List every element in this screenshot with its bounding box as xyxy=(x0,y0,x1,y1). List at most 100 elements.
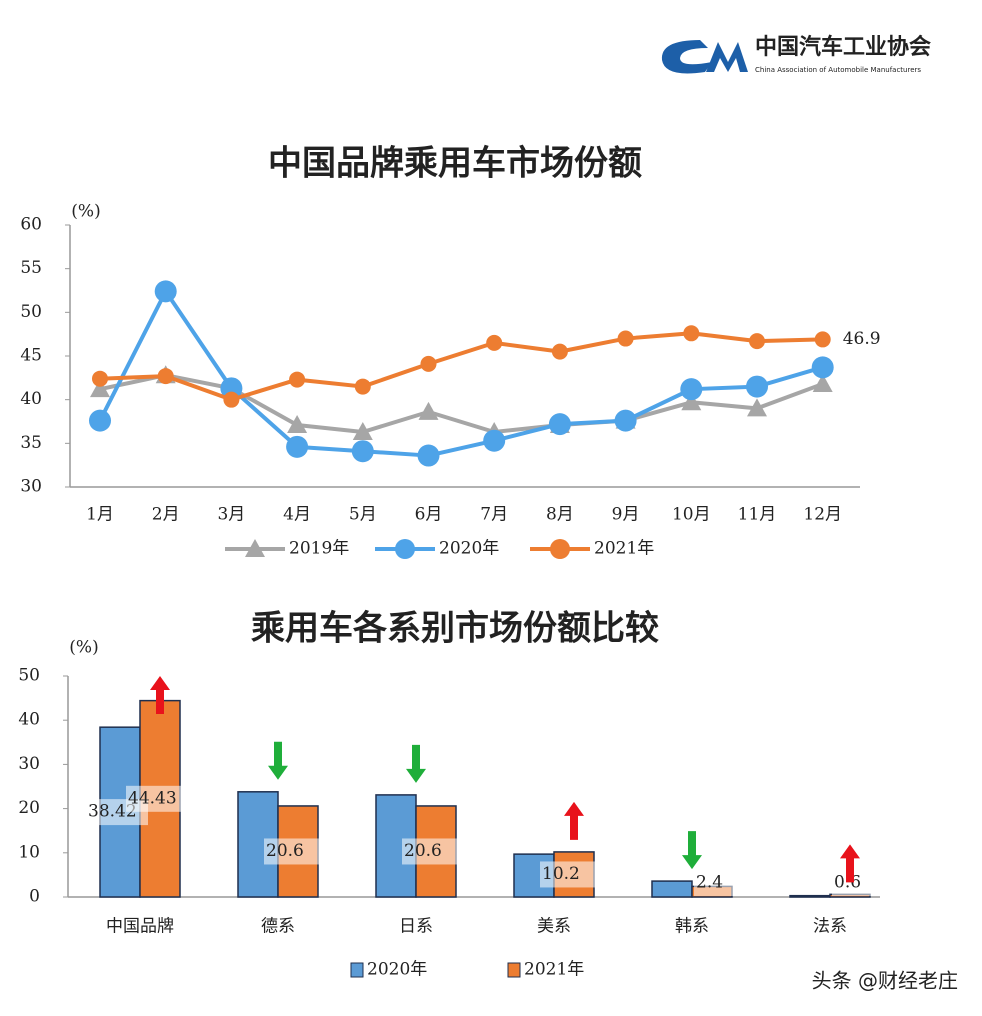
logo: 中国汽车工业协会 China Association of Automobile… xyxy=(661,34,931,74)
marker xyxy=(747,398,767,417)
trend-arrow xyxy=(840,844,860,883)
marker xyxy=(157,368,174,385)
marker xyxy=(92,370,108,387)
logo-mark xyxy=(661,40,712,74)
legend-label: 2019年 xyxy=(289,539,349,559)
legend-label: 2021年 xyxy=(524,960,584,980)
value-label: 46.9 xyxy=(843,329,881,349)
value-label: 0.6 xyxy=(834,873,861,893)
series-line xyxy=(99,373,824,434)
x-tick-label: 韩系 xyxy=(675,917,709,937)
marker xyxy=(680,378,703,401)
marker xyxy=(683,325,700,342)
x-tick-label: 3月 xyxy=(217,505,245,525)
logo-subtitle: China Association of Automobile Manufact… xyxy=(755,66,921,74)
marker xyxy=(420,355,437,372)
marker xyxy=(814,331,831,348)
y-tick-label: 0 xyxy=(29,887,40,907)
value-label: 2.4 xyxy=(696,873,723,893)
legend-label: 2021年 xyxy=(594,539,654,559)
chart-title: 乘用车各系别市场份额比较 xyxy=(251,609,659,649)
trend-arrow xyxy=(682,831,702,870)
x-tick-label: 12月 xyxy=(803,505,842,525)
marker xyxy=(483,429,506,452)
legend-marker xyxy=(550,539,570,559)
marker xyxy=(681,392,702,411)
bar xyxy=(789,894,831,898)
value-label: 20.6 xyxy=(404,841,442,861)
x-tick-label: 8月 xyxy=(546,505,574,525)
x-tick-label: 6月 xyxy=(415,505,443,525)
y-tick-label: 40 xyxy=(18,710,40,730)
label-bg xyxy=(402,838,464,865)
label-bg xyxy=(694,870,756,896)
y-tick-label: 45 xyxy=(20,346,42,366)
marker xyxy=(289,371,306,388)
x-tick-label: 日系 xyxy=(399,917,433,937)
chart-title: 中国品牌乘用车市场份额 xyxy=(268,144,642,184)
x-tick-label: 法系 xyxy=(813,917,847,937)
marker xyxy=(154,280,177,303)
x-tick-label: 美系 xyxy=(537,917,571,937)
legend-label: 2020年 xyxy=(439,539,499,559)
credit: 头条 @财经老庄 xyxy=(812,969,958,993)
marker xyxy=(746,375,768,398)
trend-arrow xyxy=(406,744,426,783)
marker xyxy=(287,414,308,433)
marker xyxy=(89,409,111,432)
marker xyxy=(223,391,240,408)
y-tick-label: 40 xyxy=(20,389,42,409)
value-label: 38.42 xyxy=(88,802,137,822)
value-label: 20.6 xyxy=(266,841,304,861)
label-bg xyxy=(126,785,188,812)
trend-arrow xyxy=(268,741,288,780)
marker xyxy=(811,356,834,379)
marker xyxy=(352,421,373,440)
logo-mark xyxy=(706,42,748,72)
marker xyxy=(614,409,637,432)
value-label: 44.43 xyxy=(128,788,177,808)
marker xyxy=(351,440,374,463)
y-tick-label: 10 xyxy=(18,842,40,862)
y-tick-label: 50 xyxy=(18,666,40,686)
label-bg xyxy=(264,838,326,865)
marker xyxy=(617,330,634,347)
marker xyxy=(417,444,440,467)
y-tick-label: 60 xyxy=(20,215,42,235)
trend-arrow xyxy=(564,801,584,840)
x-tick-label: 2月 xyxy=(152,505,180,525)
marker xyxy=(749,333,765,350)
y-axis-label: (%) xyxy=(69,638,98,658)
legend-marker xyxy=(245,539,265,557)
marker xyxy=(354,378,371,395)
legend-swatch xyxy=(350,962,364,978)
value-label: 10.2 xyxy=(542,864,580,884)
x-tick-label: 10月 xyxy=(672,505,711,525)
legend-marker xyxy=(395,539,415,559)
label-bg xyxy=(832,870,894,896)
x-tick-label: 4月 xyxy=(283,505,311,525)
legend-swatch xyxy=(507,962,521,978)
marker xyxy=(812,373,833,392)
marker xyxy=(486,334,503,351)
bar xyxy=(651,880,693,898)
label-bg xyxy=(540,861,602,888)
trend-arrow xyxy=(150,676,170,714)
y-tick-label: 30 xyxy=(20,477,42,497)
x-tick-label: 1月 xyxy=(86,505,114,525)
y-tick-label: 20 xyxy=(18,798,40,818)
x-tick-label: 德系 xyxy=(261,917,295,937)
x-tick-label: 9月 xyxy=(612,505,640,525)
y-tick-label: 50 xyxy=(20,302,42,322)
bar xyxy=(513,853,555,898)
legend-label: 2020年 xyxy=(367,960,427,980)
y-tick-label: 35 xyxy=(20,433,42,453)
x-tick-label: 5月 xyxy=(349,505,377,525)
marker xyxy=(548,413,571,436)
marker xyxy=(418,401,439,420)
marker xyxy=(551,343,568,360)
y-axis-label: (%) xyxy=(71,202,100,222)
y-tick-label: 55 xyxy=(20,258,42,278)
y-tick-label: 30 xyxy=(18,754,40,774)
